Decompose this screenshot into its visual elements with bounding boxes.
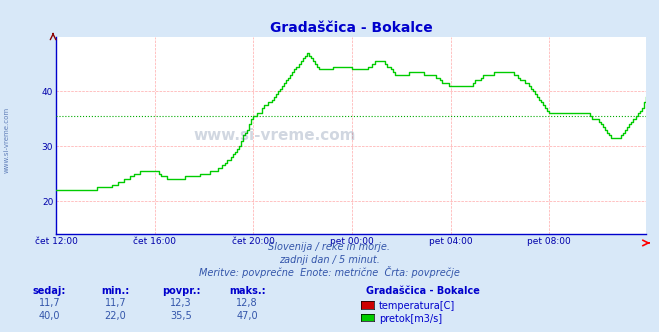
Title: Gradaščica - Bokalce: Gradaščica - Bokalce [270,21,432,35]
Text: www.si-vreme.com: www.si-vreme.com [193,128,355,143]
Text: 47,0: 47,0 [237,311,258,321]
Text: temperatura[C]: temperatura[C] [379,301,455,311]
Text: 22,0: 22,0 [104,311,127,321]
Text: 11,7: 11,7 [105,298,126,308]
Text: povpr.:: povpr.: [162,286,200,296]
Text: sedaj:: sedaj: [33,286,66,296]
Text: Gradaščica - Bokalce: Gradaščica - Bokalce [366,286,480,296]
Text: 40,0: 40,0 [39,311,60,321]
Text: 35,5: 35,5 [170,311,192,321]
Text: zadnji dan / 5 minut.: zadnji dan / 5 minut. [279,255,380,265]
Text: pretok[m3/s]: pretok[m3/s] [379,314,442,324]
Text: 11,7: 11,7 [39,298,60,308]
Text: 12,8: 12,8 [237,298,258,308]
Text: 12,3: 12,3 [171,298,192,308]
Text: www.si-vreme.com: www.si-vreme.com [3,106,10,173]
Text: Slovenija / reke in morje.: Slovenija / reke in morje. [268,242,391,252]
Text: Meritve: povprečne  Enote: metrične  Črta: povprečje: Meritve: povprečne Enote: metrične Črta:… [199,266,460,278]
Text: min.:: min.: [101,286,129,296]
Text: maks.:: maks.: [229,286,266,296]
